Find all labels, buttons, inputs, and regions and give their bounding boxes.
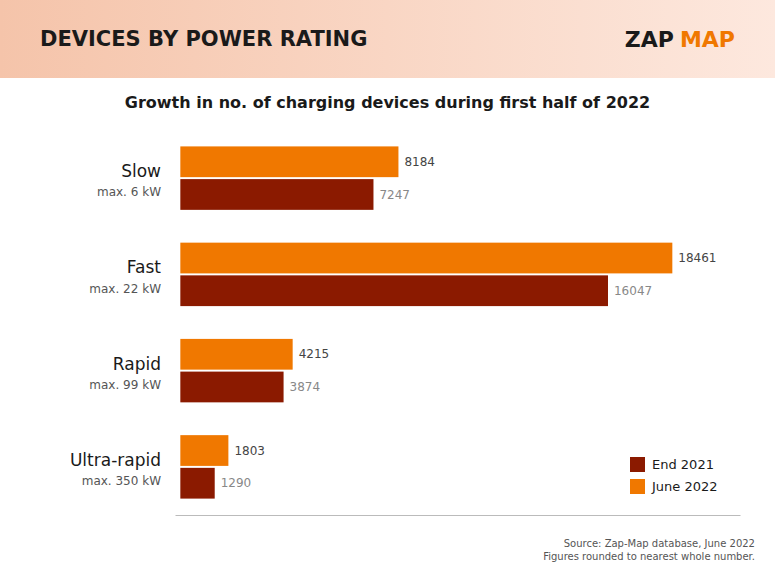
x-axis <box>176 515 741 516</box>
data-label: 16047 <box>614 284 652 298</box>
legend: End 2021 June 2022 <box>630 457 718 494</box>
data-label: 18461 <box>678 251 716 265</box>
data-label: 1290 <box>221 476 252 490</box>
data-label: 4215 <box>299 347 330 361</box>
bar <box>180 339 292 370</box>
header-title: DEVICES BY POWER RATING <box>40 27 367 51</box>
category-subtitle: max. 99 kW <box>89 378 161 392</box>
category-subtitle: max. 350 kW <box>82 474 161 488</box>
legend-swatch <box>630 457 645 472</box>
title: Growth in no. of charging devices during… <box>125 93 650 112</box>
category-label: Ultra-rapid <box>70 450 161 470</box>
chart: DEVICES BY POWER RATING ZAPMAP Growth in n… <box>0 0 775 577</box>
category-label: Rapid <box>113 354 161 374</box>
category-label: Fast <box>127 257 161 277</box>
x-axis-line <box>176 515 741 516</box>
category-labels: Slow max. 6 kW Fast max. 22 kW Rapid max. 99 … <box>70 161 161 488</box>
data-label: 8184 <box>404 155 435 169</box>
source-text: Source: Zap-Map database, June 2022 <box>564 538 755 549</box>
bar <box>180 179 373 210</box>
plot: 7247 16047 3874 1290 8184 18461 4215 1803 Slow ma… <box>70 146 741 515</box>
legend-item: June 2022 <box>630 479 718 494</box>
legend-swatch <box>630 479 645 494</box>
category-label: Slow <box>121 161 161 181</box>
logo: ZAPMAP <box>625 27 735 52</box>
source: Source: Zap-Map database, June 2022 Figur… <box>543 538 755 562</box>
category-subtitle: max. 6 kW <box>97 185 161 199</box>
data-label: 1803 <box>234 444 265 458</box>
data-labels: 7247 16047 3874 1290 8184 18461 4215 1803 <box>221 155 717 490</box>
data-label: 7247 <box>379 188 410 202</box>
bar <box>180 435 228 466</box>
legend-item: End 2021 <box>630 457 714 472</box>
bar <box>180 146 398 177</box>
legend-label: End 2021 <box>652 457 714 472</box>
source-text: Figures rounded to nearest whole number. <box>543 551 755 562</box>
bar <box>180 372 283 403</box>
logo-part: MAP <box>680 27 735 52</box>
bar <box>180 468 214 499</box>
bars <box>180 146 672 498</box>
header-bg <box>0 0 775 78</box>
data-label: 3874 <box>290 380 321 394</box>
category-subtitle: max. 22 kW <box>89 282 161 296</box>
legend-label: June 2022 <box>651 479 718 494</box>
bar <box>180 275 608 306</box>
logo-part: ZAP <box>625 27 674 52</box>
bar <box>180 243 672 274</box>
